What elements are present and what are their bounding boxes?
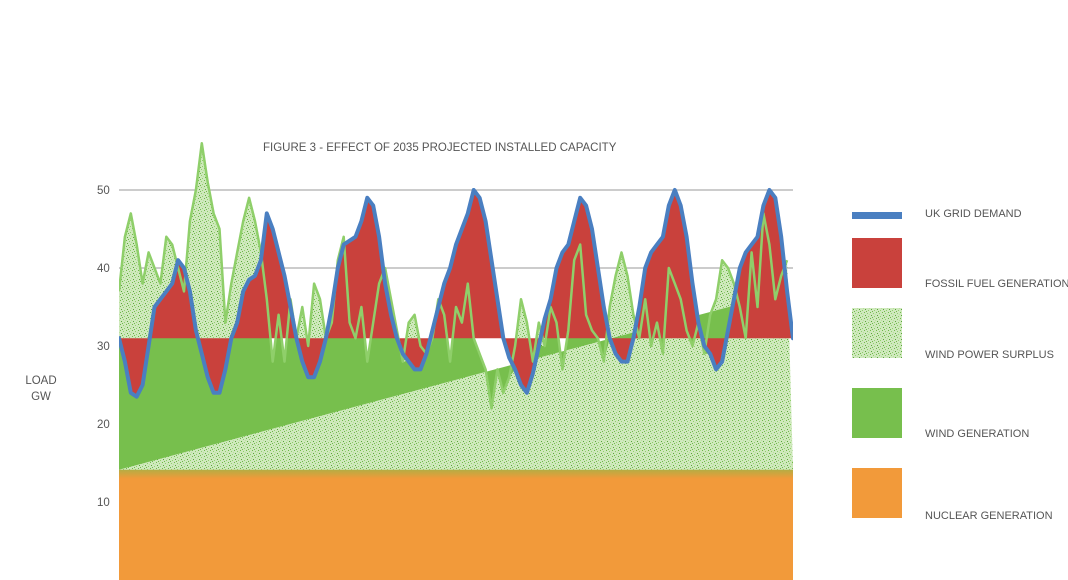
y-tick-label: 40 [97, 263, 110, 275]
chart-title: FIGURE 3 - EFFECT OF 2035 PROJECTED INST… [263, 142, 617, 154]
y-tick-label: 30 [97, 341, 110, 353]
legend-label: NUCLEAR GENERATION [925, 510, 1053, 522]
y-tick-label: 20 [97, 419, 110, 431]
legend-swatch-fossil [852, 238, 902, 288]
y-axis-label-line-2: GW [31, 391, 51, 403]
fossil-fuel-generation-area [119, 190, 793, 397]
legend-label: WIND GENERATION [925, 428, 1029, 440]
legend-label: UK GRID DEMAND [925, 208, 1022, 220]
y-axis-label-line-1: LOAD [25, 375, 56, 387]
nuclear-generation-area [119, 474, 793, 580]
legend-swatch-grid-demand [852, 212, 902, 219]
legend-label: FOSSIL FUEL GENERATION [925, 278, 1068, 290]
legend-swatch-wind [852, 388, 902, 438]
y-tick-label: 10 [97, 497, 110, 509]
legend: UK GRID DEMAND FOSSIL FUEL GENERATION WIND… [852, 208, 1068, 522]
plot-area [119, 141, 793, 580]
y-axis-ticks: 10 20 30 40 50 [97, 185, 110, 509]
uk-grid-demand-line [119, 188, 793, 399]
y-tick-label: 50 [97, 185, 110, 197]
wind-supply-outline [119, 141, 789, 410]
legend-swatch-surplus [852, 308, 902, 358]
legend-swatch-nuclear [852, 468, 902, 518]
legend-label: WIND POWER SURPLUS [925, 349, 1054, 361]
